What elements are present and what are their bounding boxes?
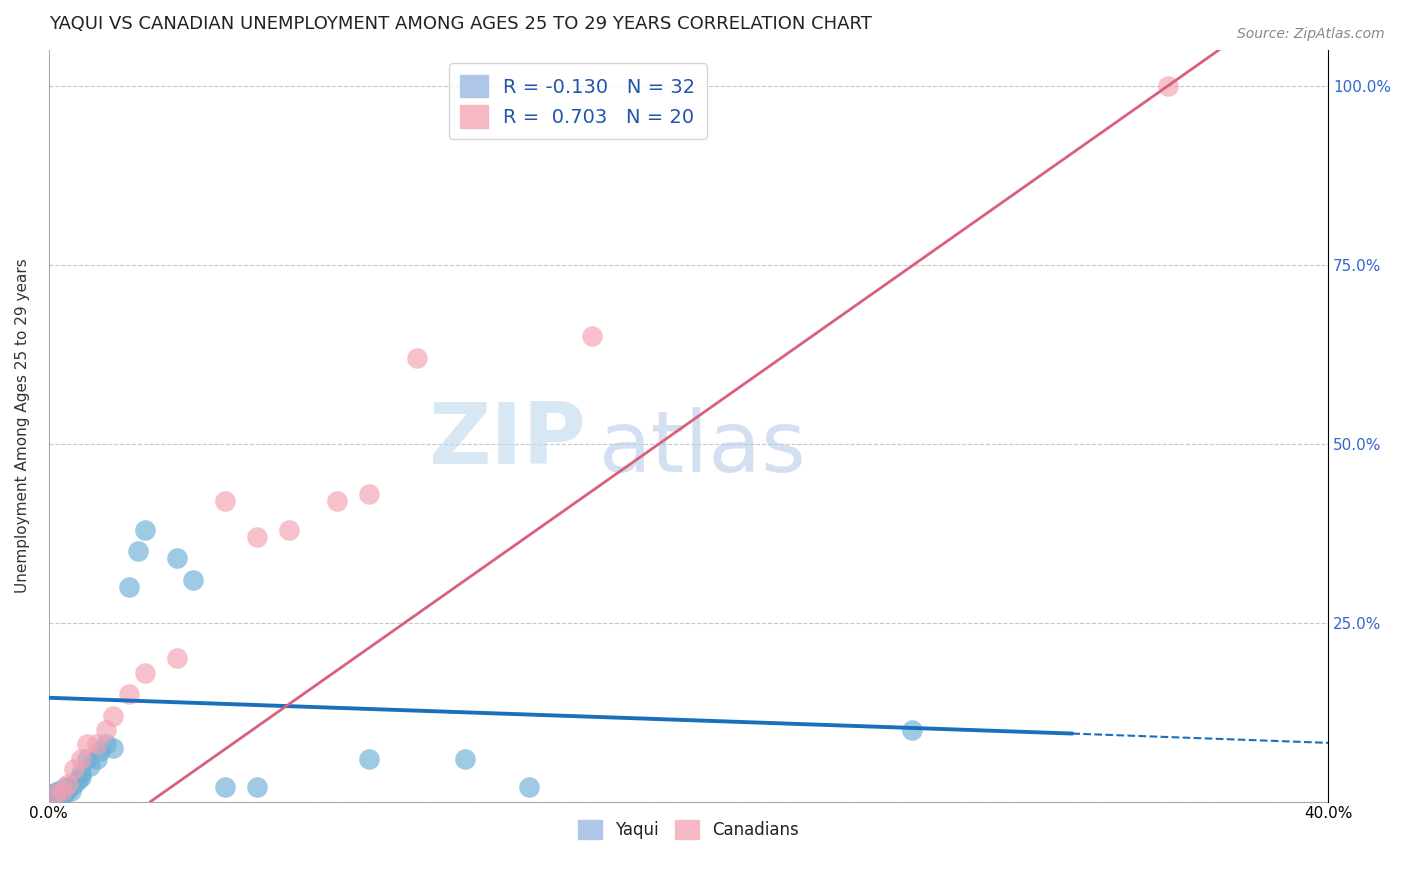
Point bbox=[453, 751, 475, 765]
Point bbox=[69, 751, 91, 765]
Point bbox=[246, 530, 269, 544]
Point bbox=[214, 780, 236, 795]
Point bbox=[277, 523, 299, 537]
Point bbox=[118, 580, 141, 594]
Legend: Yaqui, Canadians: Yaqui, Canadians bbox=[572, 814, 806, 846]
Point bbox=[166, 551, 188, 566]
Point bbox=[1157, 78, 1180, 93]
Point bbox=[44, 788, 66, 802]
Point bbox=[181, 573, 204, 587]
Text: YAQUI VS CANADIAN UNEMPLOYMENT AMONG AGES 25 TO 29 YEARS CORRELATION CHART: YAQUI VS CANADIAN UNEMPLOYMENT AMONG AGE… bbox=[49, 15, 872, 33]
Point bbox=[118, 687, 141, 701]
Point bbox=[901, 723, 924, 737]
Point bbox=[51, 788, 73, 802]
Point bbox=[101, 708, 124, 723]
Point bbox=[44, 786, 66, 800]
Point bbox=[96, 737, 118, 751]
Point bbox=[214, 494, 236, 508]
Point bbox=[89, 744, 111, 758]
Point bbox=[325, 494, 347, 508]
Point bbox=[66, 773, 89, 788]
Point bbox=[56, 777, 79, 791]
Point bbox=[56, 780, 79, 795]
Point bbox=[96, 723, 118, 737]
Point bbox=[46, 784, 69, 798]
Point bbox=[357, 751, 380, 765]
Point bbox=[79, 758, 101, 772]
Point bbox=[53, 780, 76, 795]
Point bbox=[134, 523, 156, 537]
Point bbox=[86, 737, 108, 751]
Point bbox=[46, 788, 69, 802]
Point bbox=[517, 780, 540, 795]
Point bbox=[76, 751, 98, 765]
Text: ZIP: ZIP bbox=[429, 400, 586, 483]
Point bbox=[357, 486, 380, 500]
Point bbox=[101, 740, 124, 755]
Point bbox=[63, 777, 86, 791]
Point bbox=[134, 665, 156, 680]
Text: atlas: atlas bbox=[599, 407, 807, 490]
Point bbox=[69, 766, 91, 780]
Y-axis label: Unemployment Among Ages 25 to 29 years: Unemployment Among Ages 25 to 29 years bbox=[15, 259, 30, 593]
Point bbox=[60, 784, 83, 798]
Point bbox=[405, 351, 427, 365]
Point bbox=[69, 770, 91, 784]
Text: Source: ZipAtlas.com: Source: ZipAtlas.com bbox=[1237, 27, 1385, 41]
Point bbox=[86, 751, 108, 765]
Point bbox=[44, 789, 66, 803]
Point bbox=[166, 651, 188, 665]
Point bbox=[581, 329, 603, 343]
Point bbox=[56, 781, 79, 796]
Point bbox=[63, 763, 86, 777]
Point bbox=[127, 544, 149, 558]
Point bbox=[51, 784, 73, 798]
Point bbox=[76, 737, 98, 751]
Point bbox=[246, 780, 269, 795]
Point bbox=[41, 788, 63, 802]
Point bbox=[53, 786, 76, 800]
